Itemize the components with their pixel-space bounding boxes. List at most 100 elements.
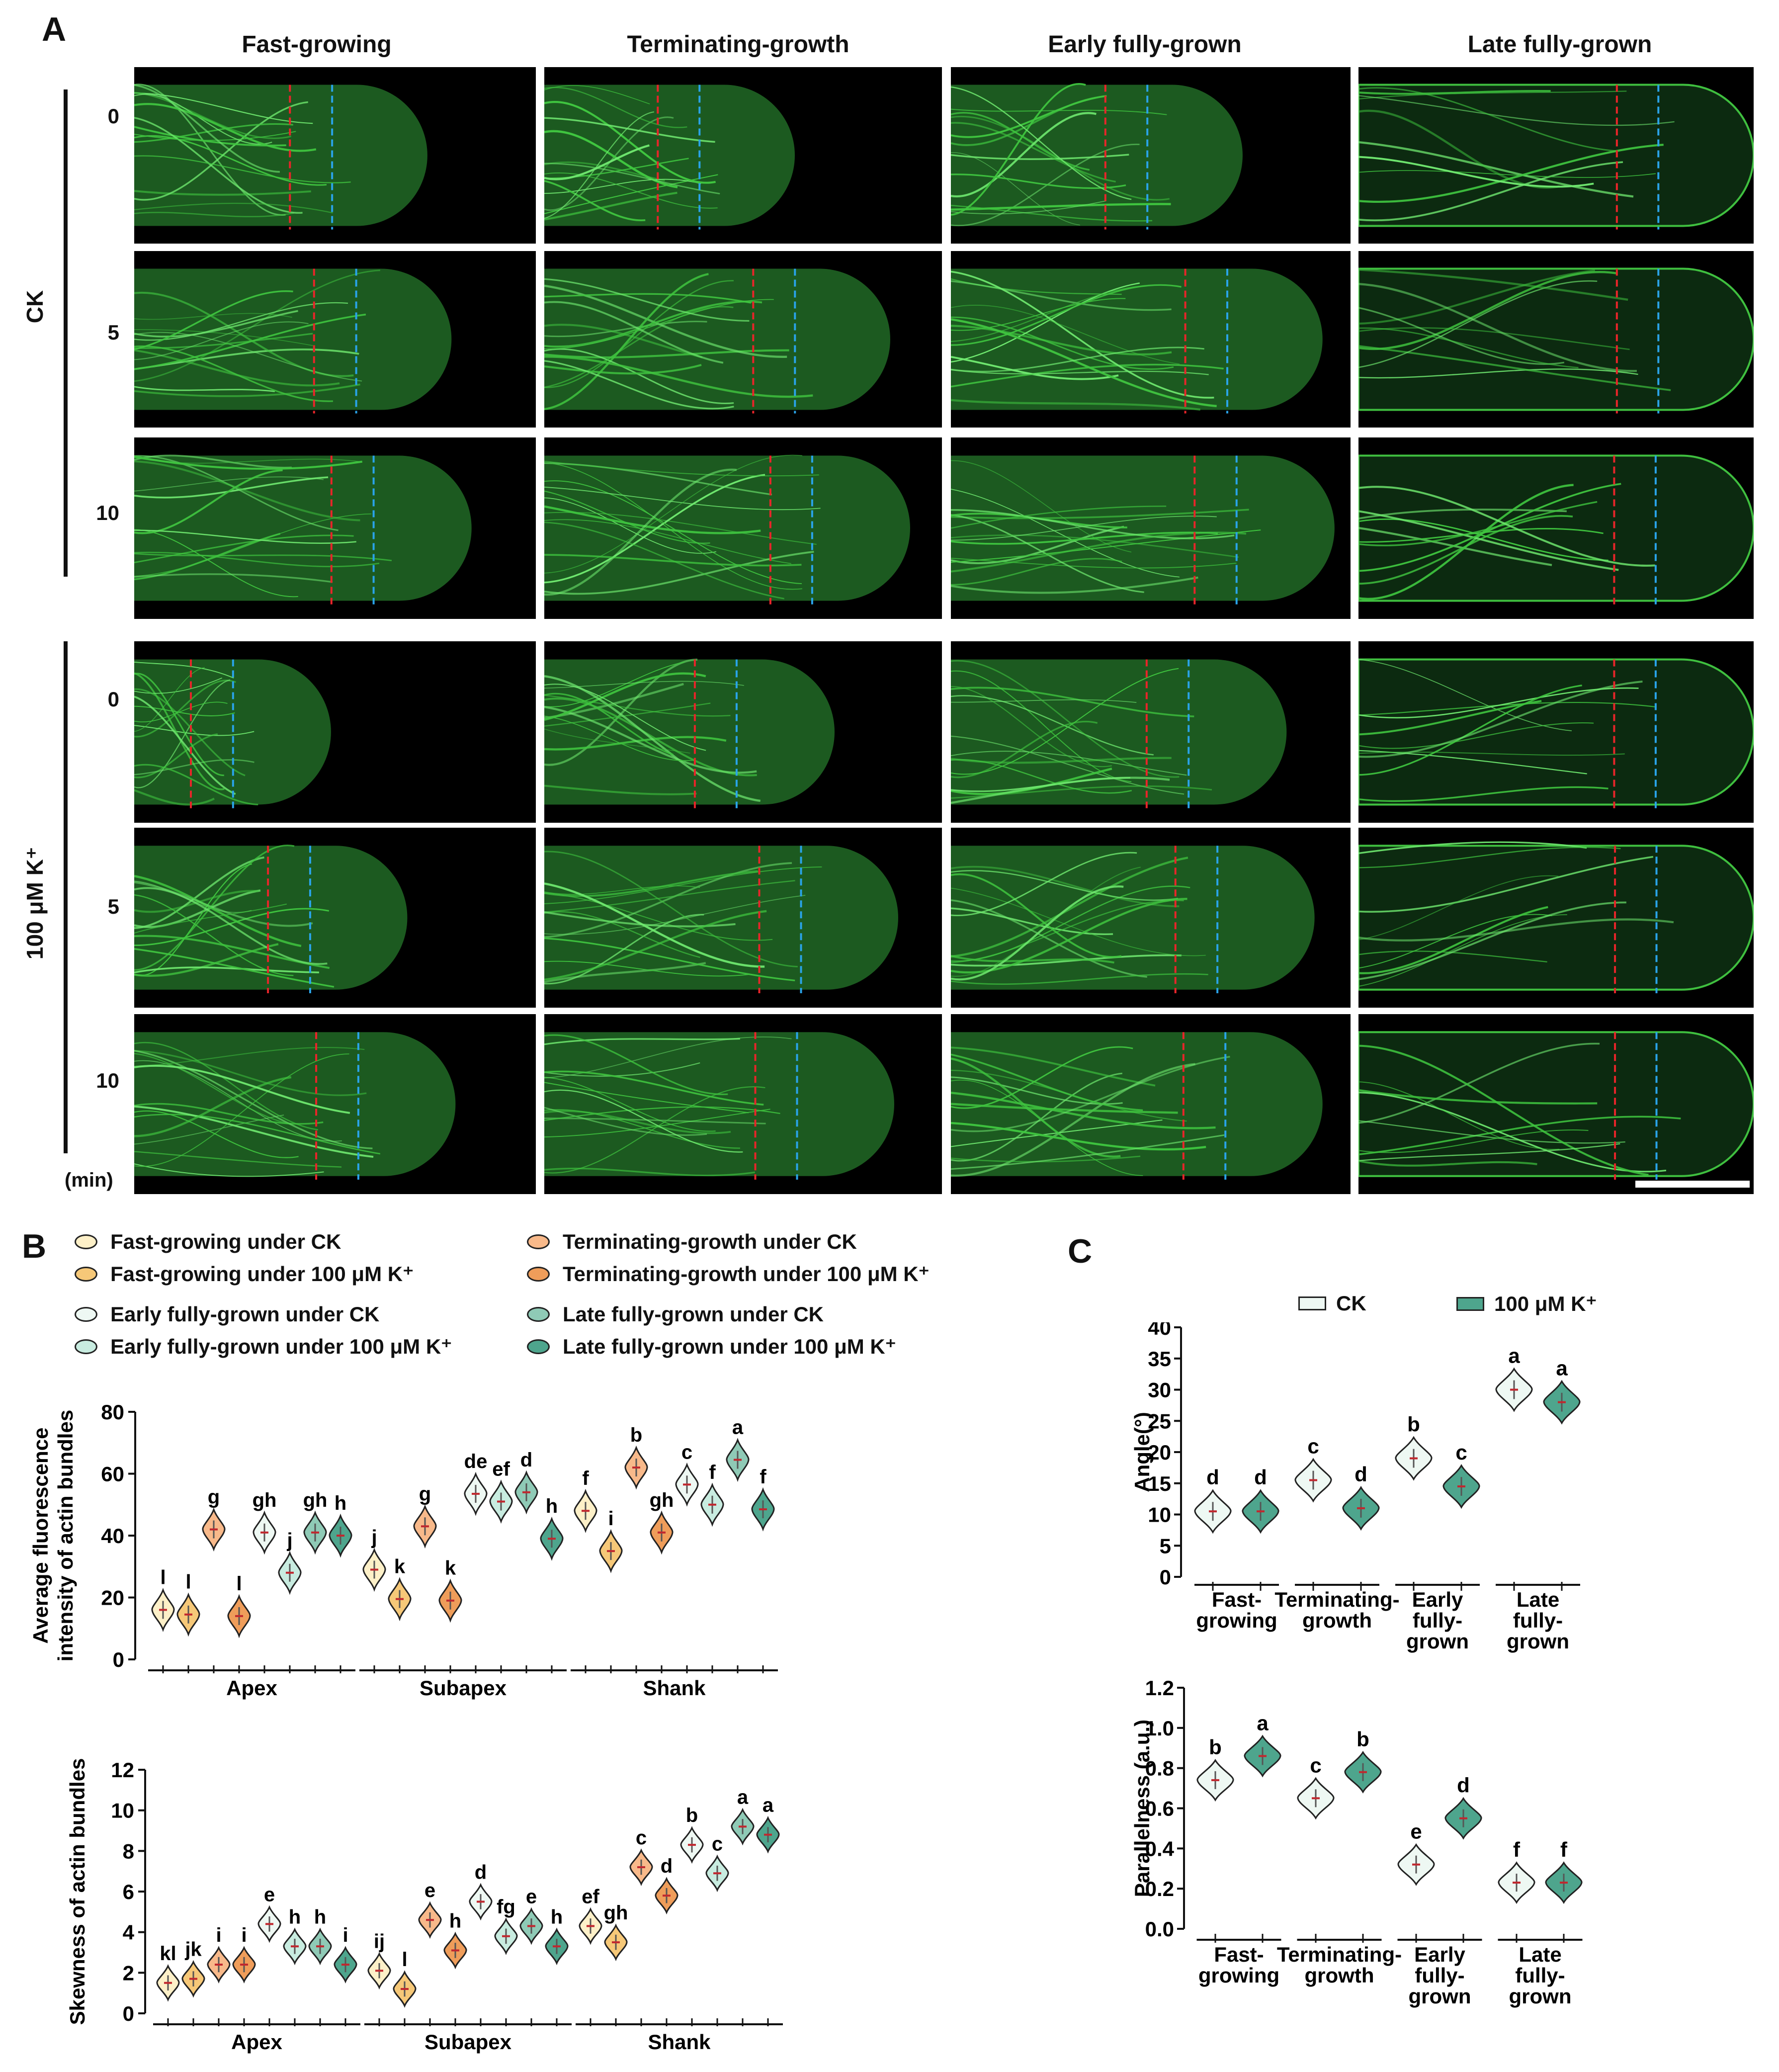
micrograph-panel	[544, 437, 942, 619]
group-label: Shank	[648, 2030, 711, 2054]
time-label: 5	[107, 321, 119, 344]
category-label: grown	[1409, 1985, 1471, 2008]
significance-letter: d	[1457, 1774, 1470, 1797]
significance-letter: gh	[303, 1489, 328, 1511]
y-tick-label: 0	[1160, 1565, 1171, 1589]
legend-item: Late fully-grown under 100 μM K⁺	[527, 1334, 896, 1359]
y-tick-label: 0.4	[1145, 1837, 1175, 1860]
group-label: Apex	[226, 1676, 277, 1700]
micrograph-panel	[544, 1014, 942, 1194]
legend-swatch	[1298, 1296, 1326, 1310]
significance-letter: a	[737, 1786, 749, 1808]
significance-letter: h	[335, 1492, 346, 1514]
micrograph-panel	[1358, 437, 1754, 619]
significance-letter: e	[526, 1886, 537, 1907]
significance-letter: e	[1410, 1820, 1422, 1843]
significance-letter: j	[371, 1526, 377, 1548]
legend-swatch	[527, 1266, 550, 1282]
legend-swatch	[75, 1339, 97, 1354]
group-label-ck: CK	[22, 290, 48, 324]
significance-letter: d	[1355, 1463, 1367, 1486]
category-label: Early	[1414, 1943, 1465, 1966]
significance-letter: i	[342, 1924, 348, 1946]
category-label: fully-	[1413, 1609, 1462, 1632]
category-label: Fast-	[1212, 1588, 1262, 1611]
significance-letter: h	[449, 1910, 461, 1932]
significance-letter: l	[236, 1573, 242, 1595]
category-label: Late	[1517, 1588, 1559, 1611]
category-label: Late	[1519, 1943, 1561, 1966]
micrograph-panel	[951, 251, 1351, 428]
significance-letter: gh	[253, 1489, 277, 1511]
significance-letter: a	[1556, 1357, 1568, 1380]
category-label: Early	[1412, 1588, 1463, 1611]
micrograph-panel	[1358, 641, 1754, 823]
legend-label: CK	[1336, 1292, 1366, 1315]
micrograph-panel	[134, 251, 536, 428]
significance-letter: g	[419, 1483, 431, 1505]
y-tick-label: 2	[123, 1961, 134, 1985]
y-tick-label: 0	[123, 2002, 134, 2025]
significance-letter: f	[582, 1468, 589, 1489]
significance-letter: f	[760, 1466, 766, 1488]
micrograph-panel	[544, 641, 942, 823]
significance-letter: c	[712, 1833, 723, 1855]
significance-letter: c	[636, 1827, 647, 1849]
significance-letter: j	[286, 1530, 292, 1552]
significance-letter: c	[681, 1441, 692, 1463]
significance-letter: de	[464, 1451, 488, 1472]
significance-letter: gh	[604, 1902, 628, 1924]
micrograph-panel	[951, 828, 1351, 1008]
legend-label: Fast-growing under 100 μM K⁺	[110, 1262, 414, 1286]
significance-letter: c	[1310, 1753, 1321, 1777]
y-axis-label: Skewness of actin bundles	[66, 1758, 89, 2025]
legend-item: Terminating-growth under CK	[527, 1230, 857, 1254]
significance-letter: c	[1455, 1441, 1467, 1464]
significance-letter: a	[1257, 1711, 1269, 1734]
legend-item: CK	[1298, 1292, 1366, 1315]
group-label: Subapex	[424, 2030, 512, 2054]
column-title-terminating-growth: Terminating-growth	[627, 31, 849, 58]
significance-letter: l	[185, 1571, 191, 1593]
y-tick-label: 20	[101, 1586, 124, 1610]
y-tick-label: 0.6	[1145, 1797, 1174, 1820]
micrograph-panel	[951, 1014, 1351, 1194]
micrograph-panel	[1358, 251, 1754, 428]
y-tick-label: 10	[111, 1799, 134, 1822]
legend-label: Early fully-grown under CK	[110, 1302, 380, 1326]
category-label: Terminating-	[1277, 1943, 1402, 1966]
time-label: 10	[96, 1069, 119, 1092]
micrograph-panel	[544, 251, 942, 428]
y-tick-label: 8	[123, 1839, 134, 1863]
significance-letter: gh	[650, 1489, 674, 1511]
significance-letter: a	[732, 1416, 744, 1438]
significance-letter: d	[1206, 1466, 1219, 1489]
significance-letter: d	[475, 1861, 487, 1883]
legend-swatch	[527, 1307, 550, 1322]
micrograph-panel	[134, 641, 536, 823]
significance-letter: d	[661, 1855, 673, 1877]
significance-letter: jk	[184, 1939, 202, 1961]
significance-letter: k	[445, 1557, 456, 1579]
y-tick-label: 40	[1148, 1322, 1171, 1339]
y-tick-label: 5	[1160, 1534, 1171, 1557]
panel-b-letter: B	[22, 1227, 47, 1265]
legend-swatch	[75, 1234, 97, 1249]
significance-letter: fg	[497, 1896, 515, 1918]
y-axis-label: Angle(°)	[1130, 1412, 1154, 1492]
chart-angle: 0 5 10 15 20 25 30 35 40 Angle(°) d d Fast-growing c d…	[1130, 1322, 1581, 1653]
legend-label: Late fully-grown under CK	[563, 1302, 824, 1326]
significance-letter: i	[216, 1924, 221, 1946]
y-tick-label: 60	[101, 1463, 124, 1486]
legend-swatch	[527, 1234, 550, 1249]
y-tick-label: 25	[1148, 1409, 1171, 1433]
significance-letter: ij	[374, 1930, 385, 1952]
significance-letter: b	[630, 1424, 642, 1446]
y-tick-label: 1.0	[1145, 1717, 1174, 1740]
column-title-late-fully-grown: Late fully-grown	[1467, 31, 1652, 58]
legend-swatch	[527, 1339, 550, 1354]
category-label: growth	[1305, 1964, 1374, 1987]
micrograph-panel	[951, 641, 1351, 823]
significance-letter: b	[1356, 1727, 1369, 1751]
micrograph-panel	[1358, 828, 1754, 1008]
